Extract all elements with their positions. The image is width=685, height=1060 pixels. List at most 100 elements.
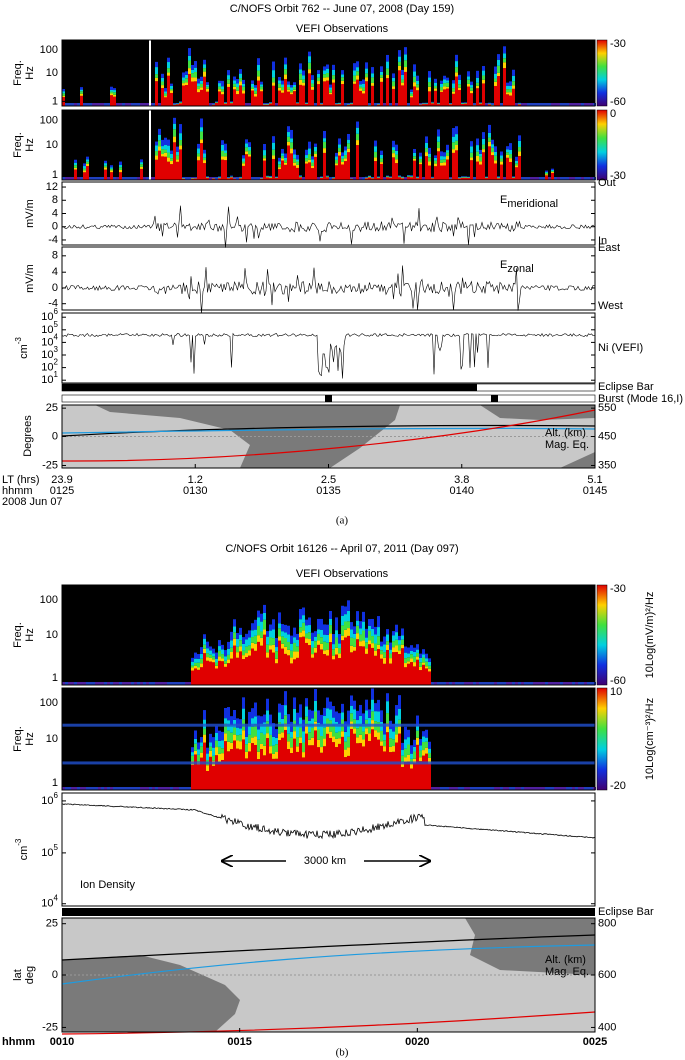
spectrogram-cell [194, 652, 197, 659]
panel-label: Electric [68, 43, 105, 55]
spectrogram-cell [545, 174, 548, 176]
spectrogram-cell [227, 751, 230, 790]
spectrogram-cell [200, 667, 203, 685]
y-tick-label-exp: 5 [54, 320, 59, 329]
spectrogram-cell [164, 96, 167, 98]
spectrogram-cell [332, 644, 335, 650]
spectrogram-cell [356, 127, 359, 134]
spectrogram-cell [413, 71, 416, 77]
spectrogram-floor [578, 787, 581, 790]
spectrogram-floor [443, 787, 446, 790]
spectrogram-cell [299, 69, 302, 74]
spectrogram-cell [224, 103, 227, 106]
spectrogram-cell [224, 650, 227, 657]
spectrogram-cell [350, 637, 353, 646]
spectrogram-cell [290, 650, 293, 658]
spectrogram-cell [323, 654, 326, 685]
spectrogram-cell [332, 634, 335, 645]
spectrogram-cell [86, 159, 89, 162]
y-tick-label: -25 [42, 459, 58, 471]
spectrogram-cell [353, 728, 356, 734]
spectrogram-floor [116, 177, 119, 180]
spectrogram-cell [419, 653, 422, 658]
spectrogram-cell [272, 85, 275, 106]
spectrogram-cell [395, 639, 398, 646]
spectrogram-cell [386, 74, 389, 79]
spectrogram-floor [512, 682, 515, 685]
spectrogram-cell [398, 644, 401, 651]
spectrogram-cell [491, 139, 494, 145]
spectrogram-cell [203, 163, 206, 180]
spectrogram-cell [158, 150, 161, 180]
spectrogram-cell [404, 60, 407, 68]
spectrogram-cell [206, 753, 209, 761]
spectrogram-cell [515, 165, 518, 168]
spectrogram-cell [359, 90, 362, 106]
spectrogram-floor [578, 103, 581, 106]
spectrogram-cell [380, 74, 383, 78]
spectrogram-cell [443, 165, 446, 180]
spectrogram-floor [422, 177, 425, 180]
spectrogram-cell [236, 718, 239, 728]
spectrogram-cell [278, 636, 281, 641]
spectrogram-cell [203, 153, 206, 158]
y-tick-label: 10 [46, 733, 58, 745]
spectrogram-cell [167, 68, 170, 73]
spectrogram-cell [383, 652, 386, 658]
spectrogram-floor [521, 103, 524, 106]
spectrogram-cell [293, 91, 296, 106]
spectrogram-cell [191, 69, 194, 74]
spectrogram-cell [311, 75, 314, 80]
spectrogram-cell [266, 636, 269, 645]
spectrogram-cell [380, 81, 383, 106]
spectrogram-floor [125, 177, 128, 180]
spectrogram-cell [386, 177, 389, 180]
spectrogram-cell [296, 164, 299, 168]
spectrogram-floor [569, 177, 572, 180]
spectrogram-cell [215, 747, 218, 756]
spectrogram-cell [392, 140, 395, 148]
spectrogram-cell [377, 178, 380, 180]
spectrogram-cell [503, 68, 506, 106]
spectrogram-cell [443, 83, 446, 87]
spectrogram-cell [212, 648, 215, 654]
spectrogram-floor [254, 177, 257, 180]
spectrogram-cell [263, 629, 266, 635]
spectrogram-cell [518, 135, 521, 141]
spectrogram-cell [395, 705, 398, 716]
spectrogram-floor [458, 787, 461, 790]
spectrogram-cell [230, 651, 233, 659]
spectrogram-cell [392, 635, 395, 642]
spectrogram-cell [287, 723, 290, 734]
spectrogram-cell [467, 71, 470, 77]
spectrogram-cell [359, 86, 362, 89]
spectrogram-cell [338, 653, 341, 659]
spectrogram-floor [236, 177, 239, 180]
x-tick-label: 0015 [227, 1036, 251, 1048]
y2-tick-label: 600 [598, 969, 616, 981]
spectrogram-floor [584, 177, 587, 180]
spectrogram-cell [248, 711, 251, 727]
spectrogram-floor [374, 103, 377, 106]
y-tick-label-exp: 3 [54, 345, 59, 354]
spectrogram-cell [110, 168, 113, 171]
spectrogram-cell [311, 156, 314, 160]
spectrogram-cell [308, 645, 311, 685]
spectrogram-floor [581, 682, 584, 685]
spectrogram-cell [257, 65, 260, 71]
spectrogram-floor [575, 103, 578, 106]
spectrogram-cell [197, 658, 200, 663]
spectrogram-cell [470, 90, 473, 94]
spectrogram-cell [287, 136, 290, 142]
spectrogram-cell [434, 166, 437, 180]
spectrogram-cell [482, 152, 485, 180]
spectrogram-cell [299, 73, 302, 80]
spectrogram-floor [533, 787, 536, 790]
spectrogram-cell [398, 175, 401, 176]
spectrogram-floor [590, 787, 593, 790]
spectrogram-cell [194, 750, 197, 755]
spectrogram-cell [305, 102, 308, 103]
spectrogram-cell [428, 741, 431, 749]
y-tick-label: 4 [52, 207, 58, 219]
spectrogram-cell [170, 90, 173, 93]
